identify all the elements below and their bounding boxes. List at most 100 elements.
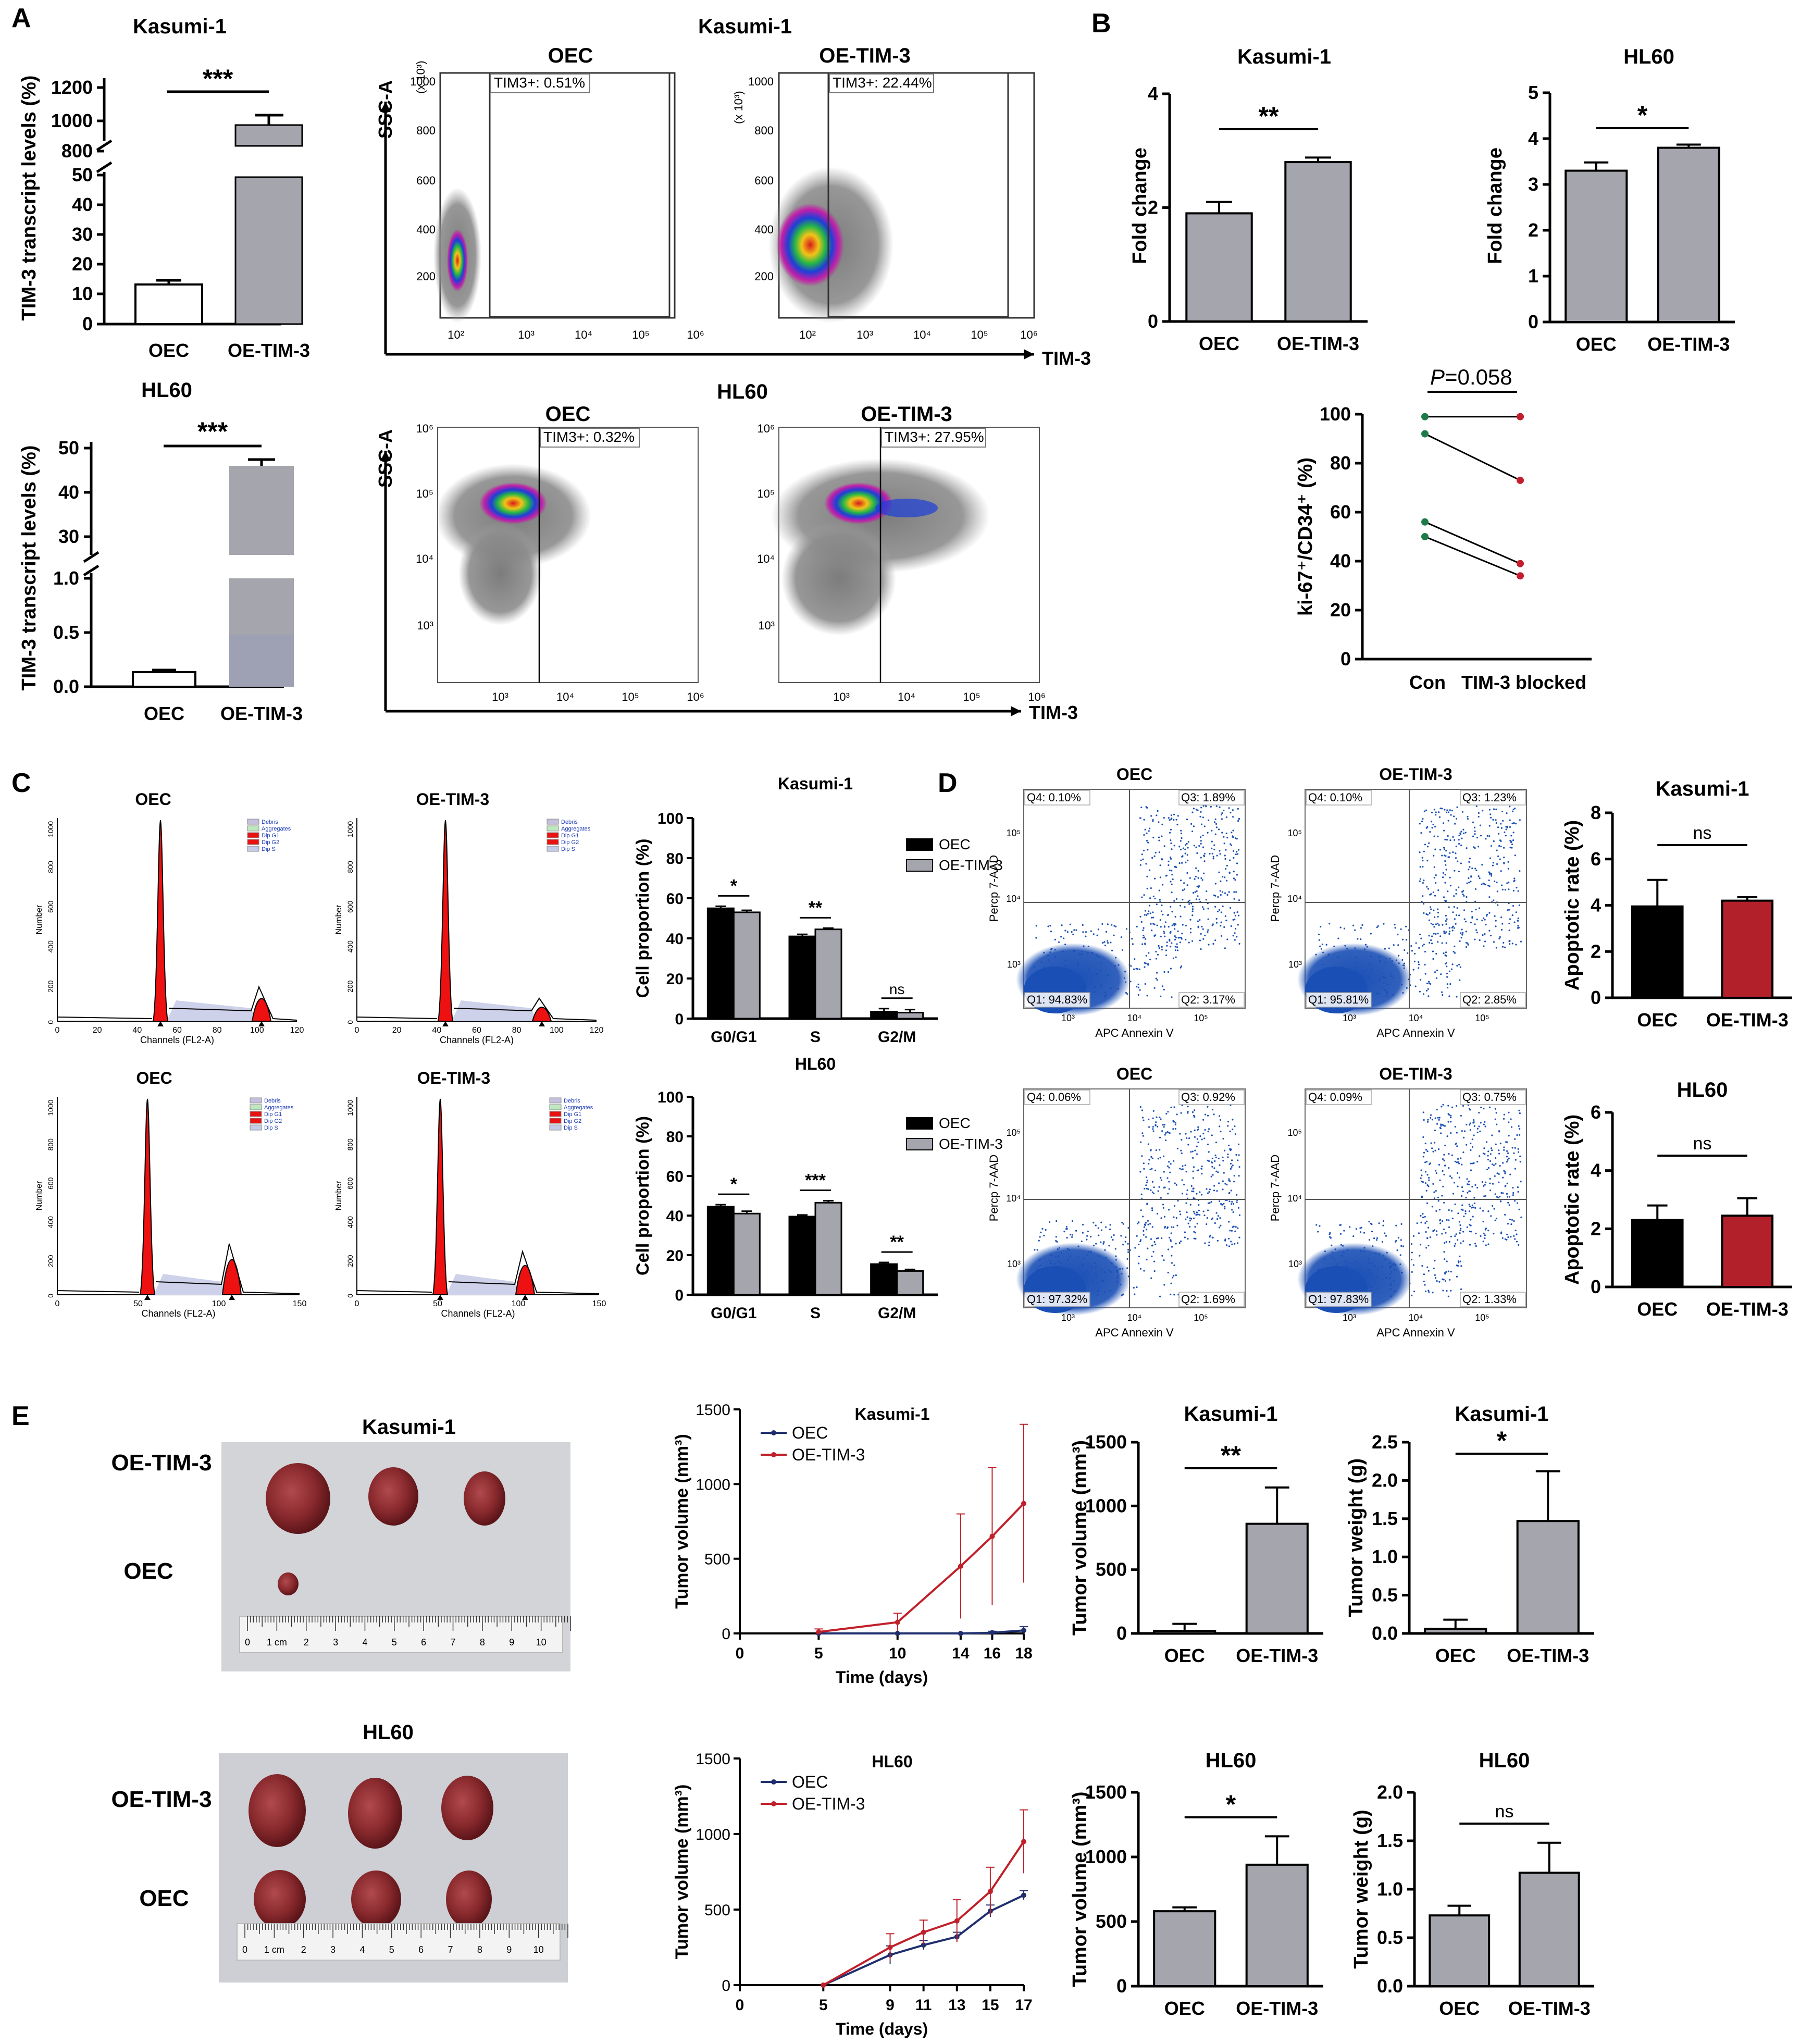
legend-label: Dip G2	[262, 839, 279, 846]
event-dot	[1154, 897, 1156, 900]
event-dot	[1483, 1185, 1485, 1187]
ruler-label: 9	[509, 1637, 514, 1647]
event-dot	[1434, 916, 1436, 918]
event-dot	[1152, 1250, 1155, 1253]
event-dot	[1447, 1270, 1450, 1272]
event-dot	[1447, 811, 1450, 813]
event-dot	[1236, 862, 1238, 864]
event-dot	[1125, 928, 1128, 930]
event-dot	[1151, 1245, 1153, 1247]
event-dot	[1420, 1215, 1422, 1217]
event-dot	[1441, 991, 1443, 993]
event-dot	[1161, 948, 1163, 951]
event-dot	[1459, 1229, 1461, 1231]
event-dot	[1500, 1231, 1503, 1233]
event-dot	[1444, 1165, 1446, 1167]
event-dot	[1148, 952, 1150, 954]
event-dot	[1519, 1155, 1521, 1157]
event-dot	[1514, 1238, 1516, 1240]
event-dot	[1176, 943, 1178, 945]
event-dot	[1182, 889, 1184, 891]
panel-label: A	[11, 3, 31, 33]
event-dot	[1430, 893, 1432, 895]
legend-label: OE-TIM-3	[939, 1136, 1003, 1152]
event-dot	[1517, 925, 1519, 927]
event-dot	[1187, 841, 1189, 843]
x-tick-label: 20	[93, 1026, 102, 1035]
event-dot	[1146, 1258, 1148, 1261]
event-dot	[1207, 929, 1209, 931]
legend-swatch	[247, 832, 259, 838]
event-dot	[1427, 988, 1429, 990]
event-dot	[1181, 1193, 1184, 1195]
chart-title: HL60	[717, 380, 768, 403]
event-dot	[1424, 1142, 1426, 1145]
event-dot	[1472, 1206, 1474, 1208]
event-dot	[1473, 1125, 1475, 1127]
event-dot	[1405, 925, 1407, 927]
legend-label: Debris	[561, 819, 578, 825]
event-dot	[1232, 809, 1234, 811]
event-dot	[1233, 912, 1235, 914]
event-dot	[1147, 849, 1149, 851]
x-tick-label: S	[810, 1305, 821, 1322]
event-dot	[1445, 869, 1447, 871]
event-dot	[1463, 895, 1465, 897]
event-dot	[1360, 927, 1362, 929]
event-dot	[1476, 1161, 1479, 1163]
event-dot	[1197, 877, 1199, 879]
event-dot	[1494, 915, 1496, 917]
event-dot	[1126, 1258, 1128, 1260]
event-dot	[1439, 849, 1441, 851]
ruler-label: 7	[448, 1944, 453, 1955]
event-dot	[1213, 848, 1215, 851]
event-dot	[1220, 925, 1222, 927]
event-dot	[1146, 1187, 1148, 1190]
event-dot	[1214, 833, 1216, 835]
y-tick-label: 0	[346, 1020, 354, 1024]
event-dot	[1060, 936, 1062, 938]
event-dot	[1236, 838, 1238, 840]
event-dot	[1457, 1158, 1459, 1160]
event-dot	[1216, 1190, 1218, 1192]
event-dot	[1446, 1290, 1448, 1292]
data-point	[987, 1889, 993, 1894]
event-dot	[1133, 968, 1135, 970]
event-dot	[1174, 946, 1176, 948]
event-dot	[1223, 836, 1225, 838]
quadrant-label: Q4: 0.10%	[1027, 791, 1081, 804]
event-dot	[1448, 927, 1450, 929]
legend-swatch	[247, 846, 259, 852]
event-dot	[1343, 927, 1346, 930]
event-dot	[1211, 840, 1213, 843]
data-point	[1021, 1839, 1026, 1844]
event-dot	[1456, 1145, 1458, 1147]
event-dot	[1188, 899, 1190, 901]
event-dot	[1160, 995, 1162, 997]
event-dot	[1515, 1229, 1517, 1232]
event-dot	[1169, 932, 1171, 934]
event-dot	[1220, 894, 1222, 896]
event-dot	[1478, 1125, 1480, 1128]
event-dot	[1206, 1223, 1208, 1225]
event-dot	[1495, 925, 1497, 927]
event-dot	[1194, 1136, 1196, 1138]
event-dot	[1427, 995, 1430, 997]
event-dot	[1200, 857, 1202, 859]
y-tick-label: 400	[754, 223, 774, 236]
y-tick-label: 1000	[46, 821, 55, 837]
event-dot	[1432, 823, 1434, 826]
event-dot	[1442, 1185, 1444, 1187]
event-dot	[1072, 933, 1074, 936]
event-dot	[1166, 1226, 1169, 1228]
event-dot	[1156, 1237, 1158, 1240]
x-tick-label: OEC	[1637, 1298, 1678, 1320]
event-dot	[1498, 937, 1500, 940]
event-dot	[1446, 839, 1448, 841]
event-dot	[1513, 1152, 1515, 1154]
event-dot	[1426, 1266, 1429, 1268]
event-dot	[1201, 1138, 1203, 1141]
event-dot	[1213, 1185, 1215, 1187]
event-dot	[1435, 814, 1437, 816]
y-tick-label: 500	[704, 1551, 730, 1568]
